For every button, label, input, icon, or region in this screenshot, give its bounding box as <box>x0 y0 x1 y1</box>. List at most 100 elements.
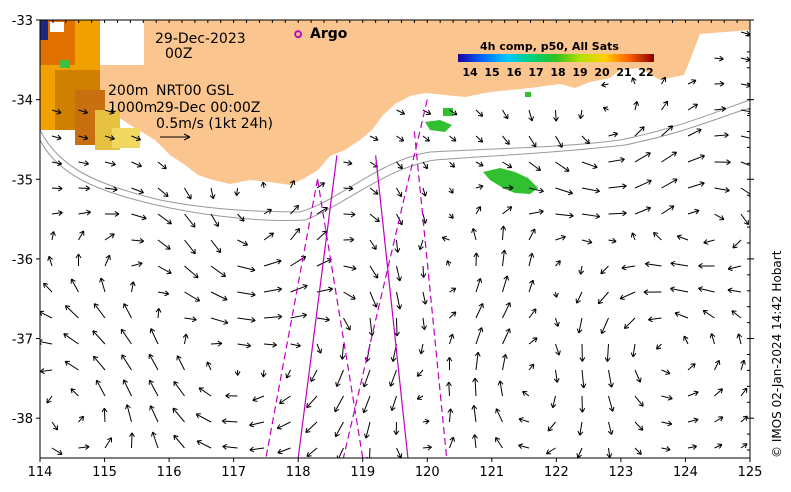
current-vector <box>131 161 142 168</box>
current-vector <box>131 213 147 221</box>
colorbar-tick: 21 <box>616 66 631 79</box>
current-vector <box>714 187 730 193</box>
current-vector <box>448 333 455 345</box>
current-vector <box>263 232 275 241</box>
current-vector <box>63 333 79 345</box>
product-time: 29-Dec 00:00Z <box>156 100 260 116</box>
current-vector <box>343 211 356 218</box>
current-vector <box>714 106 727 112</box>
current-vector <box>249 446 265 453</box>
x-tick-label: 121 <box>479 465 504 480</box>
current-vector <box>290 312 307 319</box>
current-vector <box>362 369 371 388</box>
current-vector <box>687 363 696 371</box>
current-vector <box>422 161 428 170</box>
current-vector <box>656 343 662 350</box>
current-vector <box>555 187 574 196</box>
current-vector <box>608 210 627 217</box>
current-vector <box>576 447 583 458</box>
current-vector <box>206 361 212 371</box>
current-vector <box>422 418 430 425</box>
current-vector <box>687 417 699 424</box>
current-vector <box>727 265 742 272</box>
current-vector <box>698 262 715 269</box>
current-vector <box>687 390 699 397</box>
current-vector <box>597 291 609 305</box>
satellite-track-dashed <box>342 99 428 458</box>
current-vector <box>51 210 63 216</box>
current-vector <box>740 415 748 423</box>
current-vector <box>714 443 723 449</box>
current-vector <box>644 261 662 268</box>
current-vector <box>578 265 585 275</box>
current-vector <box>237 239 249 247</box>
current-vector <box>70 278 79 293</box>
map-hour: 00Z <box>165 46 192 62</box>
colorbar-tick: 22 <box>638 66 653 79</box>
current-vector <box>155 308 162 319</box>
current-vector <box>149 328 159 345</box>
current-vector <box>131 237 145 244</box>
current-vector <box>182 333 189 345</box>
current-vector <box>740 30 750 37</box>
current-vector <box>157 265 172 275</box>
current-vector <box>43 282 53 293</box>
current-vector <box>630 343 637 358</box>
current-vector <box>683 335 689 345</box>
current-vector <box>369 135 379 142</box>
current-vector <box>290 204 300 215</box>
current-vector <box>92 355 106 371</box>
current-vector <box>547 421 556 432</box>
current-vector <box>416 369 424 377</box>
current-vector <box>687 154 705 163</box>
current-vector <box>78 134 89 141</box>
current-vector <box>740 161 750 166</box>
current-vector <box>122 379 132 397</box>
current-vector <box>123 303 132 319</box>
current-vector <box>104 135 115 141</box>
x-tick-label: 114 <box>28 465 53 480</box>
current-vector <box>104 109 115 115</box>
current-vector <box>172 407 185 423</box>
current-vector <box>210 291 228 301</box>
current-vector <box>475 161 484 167</box>
current-vector <box>157 290 170 297</box>
current-vector <box>449 311 457 319</box>
current-vector <box>78 444 90 451</box>
x-tick-label: 119 <box>350 465 375 480</box>
current-vector <box>104 254 111 267</box>
current-vector <box>279 395 291 404</box>
current-vector <box>334 395 344 413</box>
current-vector <box>441 235 450 242</box>
current-vector <box>446 381 452 397</box>
x-tick-label: 124 <box>673 465 698 480</box>
current-vector <box>78 160 90 167</box>
current-vector <box>502 302 511 319</box>
current-vector <box>709 333 716 345</box>
argo-legend-icon <box>294 30 302 38</box>
current-vector <box>600 265 609 275</box>
current-vector <box>210 213 220 227</box>
current-vector <box>581 161 598 169</box>
current-vector <box>518 417 530 423</box>
colorbar-tick: 16 <box>506 66 522 79</box>
current-vector <box>210 340 223 347</box>
current-vector <box>221 418 238 425</box>
current-vector <box>369 187 379 195</box>
current-vector <box>471 404 478 423</box>
current-vector <box>630 232 637 241</box>
current-vector <box>550 395 557 409</box>
current-vector <box>577 421 584 436</box>
current-vector <box>714 159 731 166</box>
current-vector <box>173 380 185 397</box>
current-vector <box>528 228 536 241</box>
colorbar-tick: 19 <box>572 66 587 79</box>
current-vector <box>576 317 583 334</box>
current-vector <box>502 135 510 145</box>
current-vector <box>277 447 291 455</box>
current-vector <box>343 236 355 243</box>
current-vector <box>222 443 238 450</box>
current-vector <box>661 76 667 85</box>
current-vector <box>40 368 53 374</box>
current-vector <box>316 316 330 323</box>
